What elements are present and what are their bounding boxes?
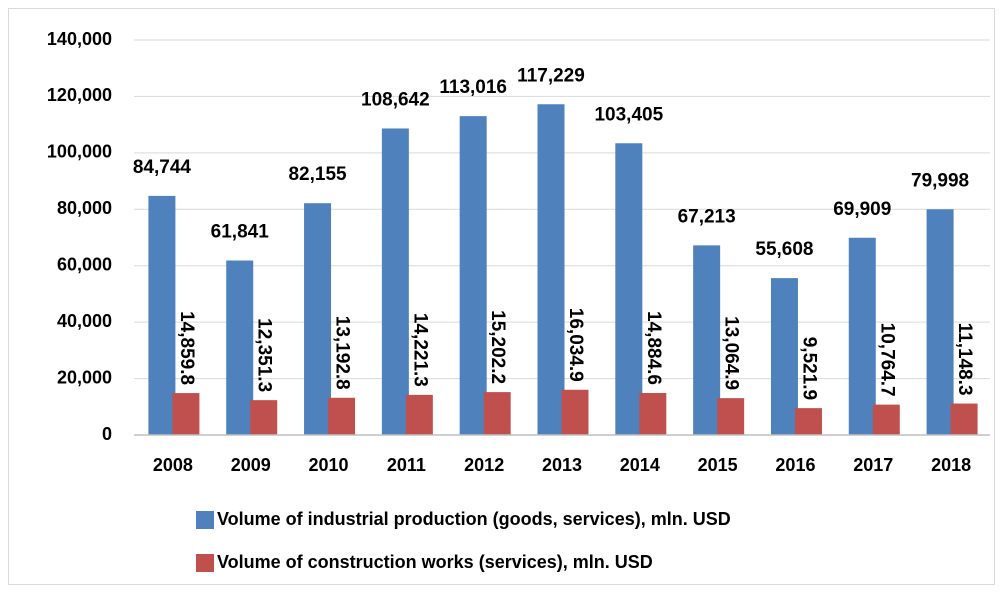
value-label: 69,909 [833, 199, 891, 220]
value-label: 108,642 [361, 89, 430, 110]
x-tick-label: 2008 [153, 455, 193, 475]
bar [483, 392, 511, 435]
y-tick-label: 80,000 [57, 198, 112, 218]
x-tick-label: 2014 [620, 455, 660, 475]
y-tick-label: 0 [102, 424, 112, 444]
y-tick-label: 120,000 [47, 85, 112, 105]
x-tick-label: 2009 [231, 455, 271, 475]
legend-label: Volume of industrial production (goods, … [217, 509, 731, 529]
bar [615, 143, 643, 435]
legend-swatch [196, 511, 214, 529]
value-label: 55,608 [755, 239, 813, 260]
x-tick-label: 2012 [464, 455, 504, 475]
value-label: 117,229 [517, 65, 585, 86]
bar [561, 389, 589, 435]
bar [537, 104, 565, 435]
bar [250, 400, 278, 435]
bar [172, 393, 200, 435]
value-label: 14,884.6 [643, 311, 664, 385]
value-label: 84,744 [133, 157, 192, 178]
y-tick-label: 140,000 [47, 29, 112, 49]
value-label: 103,405 [594, 104, 663, 125]
bar [328, 397, 356, 435]
bar [304, 203, 332, 435]
bar [848, 237, 876, 435]
y-tick-label: 40,000 [57, 311, 112, 331]
x-tick-label: 2018 [931, 455, 971, 475]
bar [148, 195, 176, 435]
x-tick-label: 2016 [775, 455, 815, 475]
value-label: 14,859.8 [176, 311, 197, 385]
value-label: 16,034.9 [565, 308, 586, 382]
bar [405, 394, 433, 435]
value-label: 113,016 [439, 77, 507, 98]
value-label: 13,192.8 [332, 316, 353, 390]
x-tick-label: 2011 [387, 455, 426, 475]
bar [381, 128, 409, 435]
value-label: 61,841 [211, 222, 270, 243]
bar [226, 260, 254, 435]
bar [950, 403, 978, 435]
value-label: 15,202.2 [487, 310, 508, 384]
x-tick-label: 2010 [309, 455, 349, 475]
value-label: 9,521.9 [798, 337, 819, 400]
value-label: 79,998 [911, 170, 969, 191]
x-tick-label: 2017 [853, 455, 893, 475]
value-label: 67,213 [678, 206, 736, 227]
bar [639, 393, 667, 435]
value-label: 12,351.3 [254, 318, 275, 392]
legend-swatch [196, 554, 214, 572]
value-label: 82,155 [288, 164, 347, 185]
value-label: 13,064.9 [721, 316, 742, 390]
x-tick-label: 2013 [542, 455, 582, 475]
x-tick-label: 2015 [698, 455, 738, 475]
bar [872, 404, 900, 435]
bar [770, 278, 798, 435]
y-tick-label: 60,000 [57, 254, 112, 274]
y-tick-label: 20,000 [57, 367, 112, 387]
bar [459, 116, 487, 436]
value-label: 11,148.3 [954, 323, 975, 396]
legend-label: Volume of construction works (services),… [217, 552, 653, 572]
y-tick-label: 100,000 [47, 142, 112, 162]
value-label: 14,221.3 [409, 313, 430, 387]
bar [794, 408, 822, 435]
bar [693, 245, 721, 435]
bar [717, 398, 745, 435]
value-label: 10,764.7 [876, 323, 897, 397]
bar [926, 209, 954, 435]
